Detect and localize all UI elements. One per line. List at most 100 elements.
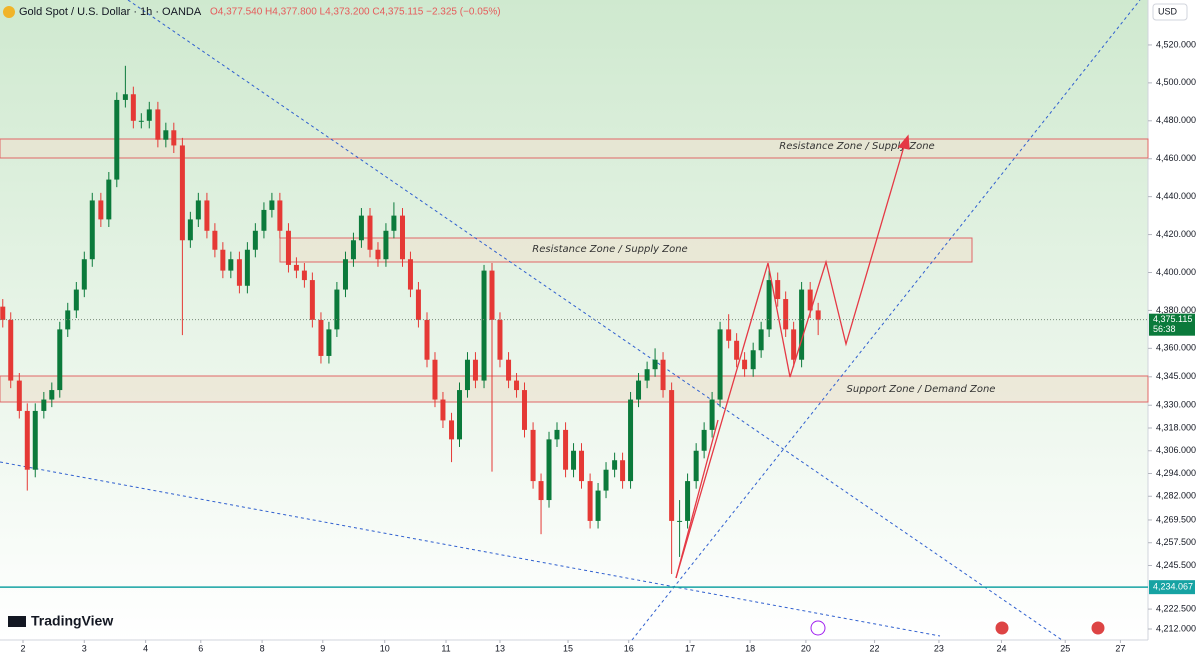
candle-body: [514, 380, 520, 391]
candle-body: [212, 230, 218, 250]
candle-body: [163, 130, 169, 140]
candle-body: [758, 329, 764, 351]
y-tick-label: 4,420.000: [1156, 229, 1196, 239]
candle-body: [489, 270, 495, 320]
last-price-box: [1149, 313, 1195, 336]
candle-body: [98, 200, 104, 220]
zone-label: Resistance Zone / Supply Zone: [532, 244, 687, 255]
event-icon: [1090, 620, 1106, 636]
candle-body: [415, 289, 421, 320]
x-tick-label: 20: [801, 643, 811, 653]
x-tick-label: 23: [934, 643, 944, 653]
candle-body: [652, 359, 658, 370]
candle-body: [293, 264, 299, 271]
y-tick-label: 4,306.000: [1156, 445, 1196, 455]
candle-body: [620, 460, 626, 482]
y-tick-label: 4,257.500: [1156, 537, 1196, 547]
y-tick-label: 4,245.500: [1156, 560, 1196, 570]
candle-body: [16, 380, 22, 411]
quote: O4,377.540 H4,377.800 L4,373.200 C4,375.…: [210, 7, 501, 18]
candle-body: [252, 230, 258, 250]
candle-body: [32, 410, 38, 470]
candle-body: [464, 359, 470, 391]
candle-body: [24, 410, 30, 470]
candle-body: [726, 329, 732, 341]
candle-body: [497, 319, 503, 360]
resistance-zone: [0, 138, 1149, 159]
candle-body: [563, 429, 569, 470]
y-tick-label: 4,360.000: [1156, 343, 1196, 353]
zone-label: Resistance Zone / Supply Zone: [779, 141, 934, 152]
candle-body: [603, 469, 609, 491]
candle-body: [334, 289, 340, 330]
candle-body: [285, 230, 291, 265]
candle-body: [440, 399, 446, 421]
y-tick-label: 4,282.000: [1156, 491, 1196, 501]
x-tick-label: 11: [441, 643, 450, 653]
candle-body: [644, 369, 650, 381]
support-zone: [0, 375, 1149, 403]
zone-label: Support Zone / Demand Zone: [847, 384, 996, 395]
candle-body: [195, 200, 201, 220]
candle-body: [587, 481, 593, 521]
candle-body: [472, 359, 478, 381]
candle-body: [220, 249, 226, 271]
y-tick-label: 4,500.000: [1156, 77, 1196, 87]
candle-body: [579, 450, 585, 482]
candle-body: [171, 130, 177, 146]
x-tick-label: 24: [996, 643, 1006, 653]
y-tick-label: 4,318.000: [1156, 422, 1196, 432]
candle-body: [391, 215, 397, 231]
candle-body: [41, 399, 47, 411]
y-tick-label: 4,440.000: [1156, 191, 1196, 201]
candle-body: [750, 350, 756, 370]
x-tick-label: 10: [380, 643, 390, 653]
symbol-title: Gold Spot / U.S. Dollar · 1h · OANDA: [19, 6, 202, 18]
candle-body: [660, 359, 666, 391]
candle-body: [530, 429, 536, 482]
candle-body: [628, 399, 634, 482]
candle-body: [89, 200, 95, 260]
y-tick-label: 4,480.000: [1156, 115, 1196, 125]
brand-logo: [8, 616, 26, 627]
candle-body: [449, 420, 455, 440]
candle-body: [375, 249, 381, 260]
candle-body: [766, 280, 772, 330]
last-price-label: 4,375.115: [1153, 314, 1192, 324]
candle-body: [122, 94, 128, 100]
level-label: 4,234.067: [1153, 582, 1193, 592]
x-tick-label: 18: [745, 643, 755, 653]
candle-body: [399, 215, 405, 260]
candle-body: [383, 230, 389, 260]
currency-button[interactable]: [1152, 3, 1188, 21]
candle-body: [457, 390, 463, 440]
candle-body: [612, 460, 618, 470]
candle-body: [261, 209, 267, 231]
x-tick-label: 9: [320, 643, 325, 653]
candle-body: [81, 259, 87, 290]
zones: Resistance Zone / Supply Zone Resistance…: [0, 138, 1149, 403]
candle-body: [734, 340, 740, 360]
x-tick-label: 6: [198, 643, 203, 653]
y-tick-label: 4,222.500: [1156, 603, 1196, 613]
currency[interactable]: USD: [1158, 6, 1178, 16]
event-icons: [810, 620, 1106, 636]
candle-body: [815, 310, 821, 320]
candle-body: [57, 329, 63, 391]
candle-body: [269, 200, 275, 210]
x-tick-label: 25: [1060, 643, 1070, 653]
candle-body: [595, 490, 601, 521]
x-tick-label: 8: [260, 643, 265, 653]
candle-body: [783, 299, 789, 330]
axes: 4,520.000 4,500.000 4,480.000 4,460.000 4,44…: [0, 39, 1196, 653]
candle-body: [358, 215, 364, 241]
candle-body: [155, 109, 161, 140]
candle-body: [114, 99, 120, 180]
candle-body: [277, 200, 283, 231]
countdown: 56:38: [1153, 324, 1176, 334]
candle-body: [326, 329, 332, 356]
y-tick-label: 4,330.000: [1156, 400, 1196, 410]
brand: TradingView: [8, 613, 113, 629]
x-tick-label: 3: [82, 643, 87, 653]
candle-body: [49, 390, 55, 400]
